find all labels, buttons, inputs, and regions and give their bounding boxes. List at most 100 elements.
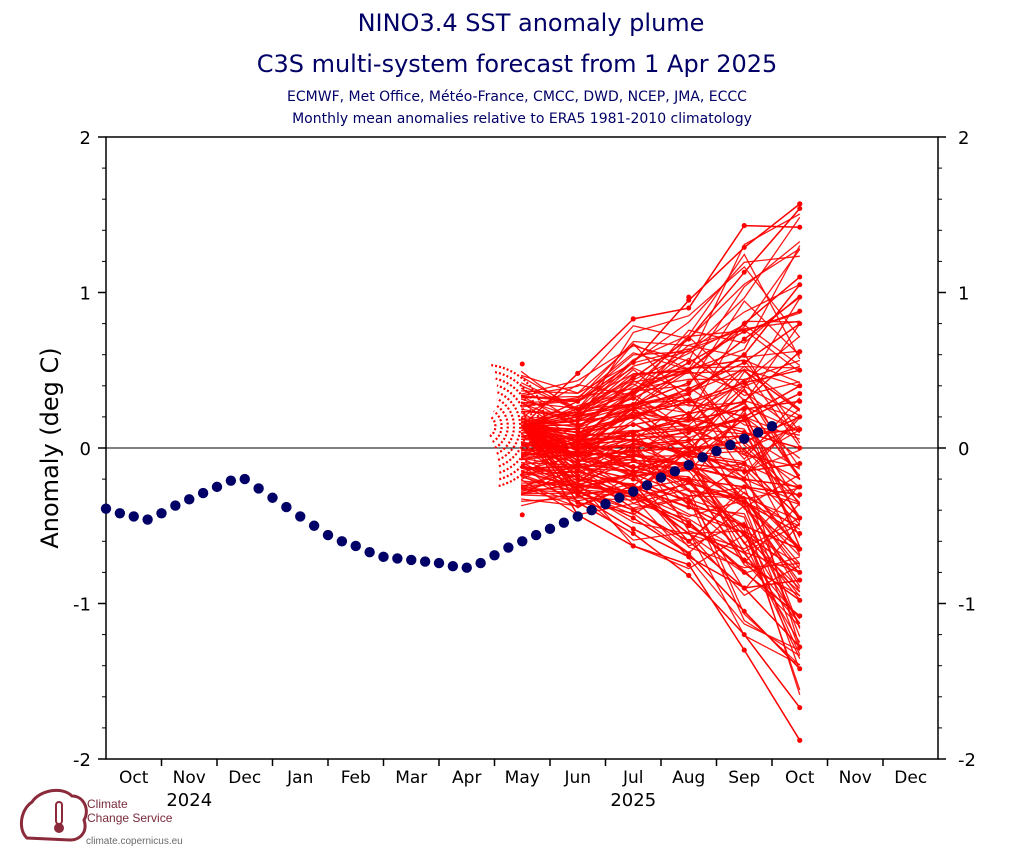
forecast-member-line <box>522 296 801 427</box>
forecast-min-point <box>686 573 692 579</box>
x-month-label: Oct <box>785 768 815 788</box>
forecast-member-line <box>521 425 801 550</box>
forecast-member-point <box>797 705 803 711</box>
observed-point <box>489 550 500 561</box>
forecast-member-point <box>797 569 803 575</box>
forecast-member-point <box>797 597 803 603</box>
observed-point <box>308 520 320 531</box>
x-month-label: Sep <box>728 768 760 788</box>
forecast-member-line <box>521 425 801 617</box>
forecast-member-point <box>630 442 636 448</box>
forecast-member-point <box>797 426 803 432</box>
forecast-member-point <box>575 468 581 474</box>
forecast-member-point <box>741 359 747 365</box>
forecast-member-line <box>521 224 800 427</box>
observed-point <box>281 501 292 513</box>
forecast-member-point <box>797 274 803 280</box>
forecast-member-point <box>686 305 692 311</box>
forecast-member-point <box>575 411 581 417</box>
forecast-fan-arc <box>496 391 522 461</box>
forecast-member-line <box>522 322 801 427</box>
observed-point <box>170 500 181 511</box>
forecast-member-line <box>520 329 801 432</box>
forecast-member-line <box>522 385 801 446</box>
y-axis-label: Anomaly (deg C) <box>36 347 64 548</box>
observed-point <box>392 553 403 564</box>
observed-point <box>239 473 250 485</box>
forecast-fan-arc <box>496 397 516 455</box>
x-year-label: 2025 <box>610 790 656 811</box>
forecast-member-point <box>741 406 747 412</box>
x-year-label: 2024 <box>166 790 212 811</box>
forecast-member-line <box>521 418 801 520</box>
forecast-member-point <box>630 406 636 412</box>
forecast-member-line <box>521 489 801 657</box>
observed-point <box>211 481 223 493</box>
plot-area: -2 -2 -1 -1 0 0 1 1 2 2 Oct Nov Dec Jan Feb Mar Apr May Ju… <box>73 128 976 811</box>
forecast-member-point <box>630 414 636 420</box>
forecast-member-point <box>797 308 803 314</box>
y-tick-label-left: 1 <box>80 284 91 305</box>
observed-point <box>697 452 708 463</box>
forecast-member-line <box>521 434 800 506</box>
forecast-member-point <box>575 457 581 463</box>
forecast-member-point <box>741 531 747 537</box>
x-month-label: Jan <box>286 768 313 788</box>
x-month-label: Aug <box>672 768 705 788</box>
observed-point <box>433 557 445 569</box>
systems-line: ECMWF, Met Office, Météo-France, CMCC, D… <box>287 89 747 105</box>
y-tick-label-left: 0 <box>80 439 91 460</box>
forecast-member-line <box>520 441 801 504</box>
forecast-member-line <box>521 485 801 671</box>
forecast-member-line <box>521 425 801 709</box>
forecast-member-point <box>630 391 636 397</box>
forecast-member-point <box>686 391 692 397</box>
forecast-member-point <box>741 557 747 563</box>
forecast-member-point <box>630 448 636 454</box>
forecast-member-point <box>575 429 581 435</box>
forecast-member-point <box>686 538 692 544</box>
forecast-member-point <box>630 437 636 443</box>
forecast-member-line <box>521 425 800 473</box>
x-month-label: May <box>505 768 540 788</box>
forecast-member-point <box>630 515 636 521</box>
y-tick-label-right: 0 <box>958 439 969 460</box>
forecast-member-line <box>521 425 801 648</box>
forecast-member-point <box>797 206 803 212</box>
logo-url: climate.copernicus.eu <box>86 836 183 847</box>
forecast-max-point <box>741 223 747 229</box>
forecast-member-point <box>797 445 803 451</box>
copernicus-logo: Climate Change Service climate.copernicu… <box>19 788 183 847</box>
forecast-member-point <box>741 484 747 490</box>
forecast-member-point <box>686 499 692 505</box>
forecast-member-point <box>741 269 747 275</box>
observed-point <box>114 508 126 519</box>
forecast-member-line <box>521 467 801 666</box>
forecast-member-point <box>741 468 747 474</box>
forecast-member-point <box>575 499 581 505</box>
forecast-member-point <box>741 632 747 638</box>
x-month-label: Dec <box>228 768 261 788</box>
observed-point <box>364 546 375 558</box>
forecast-member-point <box>575 398 581 404</box>
observed-point <box>336 536 348 547</box>
thermometer-cloud-icon <box>19 788 88 842</box>
forecast-max-point <box>686 294 692 300</box>
logo-line2: Change Service <box>87 811 173 825</box>
forecast-fan-arc <box>495 377 534 474</box>
forecast-member-point <box>741 585 747 591</box>
observed-point <box>184 494 195 505</box>
y-tick-label-right: 2 <box>958 128 969 149</box>
observed-point <box>142 514 153 525</box>
observed-point <box>267 492 278 503</box>
observed-point <box>100 503 112 514</box>
forecast-member-point <box>797 391 803 397</box>
forecast-min-point <box>630 543 636 549</box>
observed-point <box>503 542 514 553</box>
forecast-member-point <box>797 383 803 389</box>
forecast-member-point <box>797 577 803 583</box>
forecast-min-point <box>797 737 803 743</box>
forecast-max-point <box>630 316 636 322</box>
observed-point <box>766 421 778 432</box>
